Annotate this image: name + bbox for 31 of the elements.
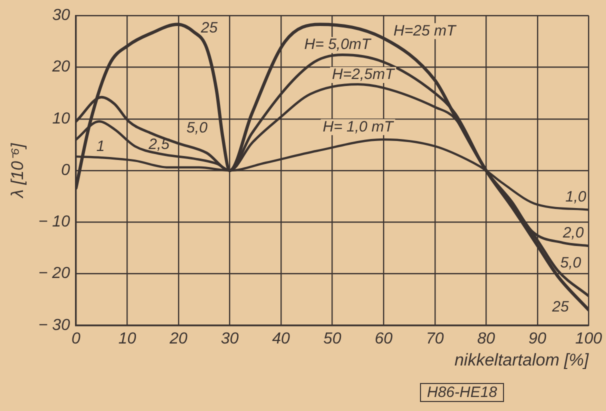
x-tick-label: 10	[118, 330, 136, 348]
x-tick-label: 20	[168, 330, 188, 348]
annotation: 25	[200, 20, 218, 37]
x-tick-label: 100	[575, 330, 602, 348]
x-axis-title: nikkeltartalom [%]	[454, 350, 590, 370]
x-tick-label: 50	[323, 330, 342, 348]
y-tick-label: − 10	[38, 214, 70, 231]
y-tick-label: 0	[61, 162, 70, 179]
annotation: 2,0	[562, 224, 584, 242]
y-tick-label: − 30	[38, 316, 70, 334]
y-tick-label: − 20	[38, 265, 70, 282]
series-label: H=25 mT	[394, 22, 458, 40]
annotation: 25	[551, 298, 570, 316]
y-tick-label: 20	[51, 58, 70, 76]
annotation: 1,0	[565, 188, 587, 206]
series-label: H=2,5mT	[332, 66, 396, 84]
y-axis-title: λ [10⁻⁶]	[8, 142, 27, 199]
series-label: H= 1,0 mT	[322, 118, 396, 136]
x-tick-label: 30	[220, 330, 239, 348]
text: H86-HE18	[420, 383, 504, 402]
y-tick-label: 10	[52, 110, 70, 128]
x-tick-label: 90	[528, 330, 546, 348]
annotation: 1	[96, 138, 105, 155]
x-tick-label: 70	[426, 330, 444, 348]
annotation: 5,0	[186, 119, 208, 136]
x-tick-label: 40	[272, 330, 290, 348]
x-tick-label: 80	[477, 330, 496, 348]
x-tick-label: 60	[374, 330, 393, 348]
annotation: 5,0	[560, 254, 582, 272]
y-tick-label: 30	[52, 7, 70, 24]
series-label: H= 5,0mT	[304, 36, 372, 54]
